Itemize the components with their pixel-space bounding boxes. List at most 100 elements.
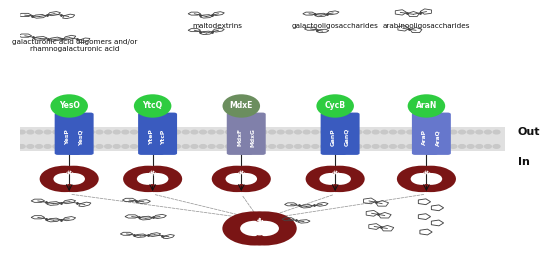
Circle shape [484, 145, 491, 148]
Circle shape [321, 145, 327, 148]
Circle shape [87, 145, 94, 148]
Circle shape [79, 130, 86, 134]
Wedge shape [418, 166, 456, 192]
FancyBboxPatch shape [334, 113, 360, 155]
Circle shape [79, 145, 86, 148]
Circle shape [251, 130, 258, 134]
Circle shape [346, 145, 353, 148]
Circle shape [251, 145, 258, 148]
Text: GanP: GanP [331, 128, 336, 146]
FancyBboxPatch shape [412, 113, 438, 155]
Wedge shape [40, 166, 77, 192]
Wedge shape [233, 166, 271, 192]
Circle shape [381, 130, 388, 134]
Circle shape [139, 130, 146, 134]
Circle shape [122, 130, 129, 134]
Circle shape [467, 130, 474, 134]
Circle shape [182, 145, 189, 148]
Circle shape [346, 130, 353, 134]
Circle shape [35, 145, 43, 148]
Circle shape [424, 145, 431, 148]
Circle shape [476, 130, 483, 134]
Text: AraQ: AraQ [435, 129, 440, 146]
Circle shape [165, 130, 172, 134]
Circle shape [407, 145, 414, 148]
Circle shape [217, 145, 224, 148]
Circle shape [96, 130, 103, 134]
Text: MsmX: MsmX [238, 170, 254, 184]
Text: GanQ: GanQ [344, 128, 349, 147]
FancyBboxPatch shape [138, 113, 164, 155]
Circle shape [372, 130, 379, 134]
FancyBboxPatch shape [327, 104, 343, 115]
Circle shape [27, 145, 34, 148]
Circle shape [200, 130, 206, 134]
Circle shape [114, 130, 120, 134]
Circle shape [200, 145, 206, 148]
Circle shape [303, 130, 310, 134]
Text: MsmX: MsmX [245, 217, 265, 235]
Circle shape [450, 145, 457, 148]
Circle shape [148, 145, 155, 148]
Circle shape [476, 145, 483, 148]
Circle shape [96, 145, 103, 148]
Wedge shape [61, 166, 99, 192]
Circle shape [329, 130, 336, 134]
Circle shape [389, 145, 396, 148]
FancyBboxPatch shape [227, 113, 253, 155]
Text: galactooligosaccharides: galactooligosaccharides [292, 23, 378, 29]
Circle shape [70, 130, 77, 134]
Ellipse shape [408, 94, 445, 118]
FancyBboxPatch shape [55, 113, 81, 155]
FancyBboxPatch shape [321, 113, 347, 155]
Text: MsmX: MsmX [149, 170, 165, 184]
Circle shape [53, 145, 60, 148]
Text: YesP: YesP [65, 130, 70, 145]
Text: MsmX: MsmX [66, 170, 82, 184]
Circle shape [139, 145, 146, 148]
Circle shape [130, 145, 138, 148]
Text: MsmX: MsmX [254, 217, 274, 235]
Circle shape [389, 130, 396, 134]
Text: Out: Out [518, 127, 540, 137]
Text: YesQ: YesQ [78, 129, 83, 146]
Ellipse shape [50, 94, 88, 118]
Wedge shape [397, 166, 435, 192]
Circle shape [148, 130, 155, 134]
Wedge shape [123, 166, 161, 192]
Circle shape [321, 130, 327, 134]
Text: YtcQ: YtcQ [143, 101, 163, 110]
Circle shape [191, 130, 198, 134]
Circle shape [407, 130, 414, 134]
Circle shape [19, 145, 25, 148]
Circle shape [493, 145, 500, 148]
Circle shape [303, 145, 310, 148]
Text: MsmX: MsmX [331, 170, 348, 184]
Circle shape [44, 145, 51, 148]
Text: maltodextrins: maltodextrins [193, 23, 243, 29]
Circle shape [467, 145, 474, 148]
Circle shape [441, 145, 448, 148]
Wedge shape [306, 166, 343, 192]
Circle shape [381, 145, 388, 148]
Circle shape [484, 130, 491, 134]
FancyBboxPatch shape [61, 104, 78, 115]
Wedge shape [145, 166, 182, 192]
Circle shape [364, 130, 370, 134]
Circle shape [157, 130, 163, 134]
Circle shape [286, 130, 293, 134]
Circle shape [114, 145, 120, 148]
Text: AraN: AraN [416, 101, 437, 110]
Circle shape [286, 145, 293, 148]
Circle shape [433, 145, 440, 148]
Text: In: In [518, 157, 530, 167]
Circle shape [355, 145, 362, 148]
Text: CycB: CycB [325, 101, 346, 110]
Circle shape [312, 145, 319, 148]
Ellipse shape [316, 94, 354, 118]
Circle shape [355, 130, 362, 134]
Bar [20, 126, 505, 152]
Circle shape [225, 145, 232, 148]
Text: MdxF: MdxF [238, 128, 242, 146]
Circle shape [372, 145, 379, 148]
